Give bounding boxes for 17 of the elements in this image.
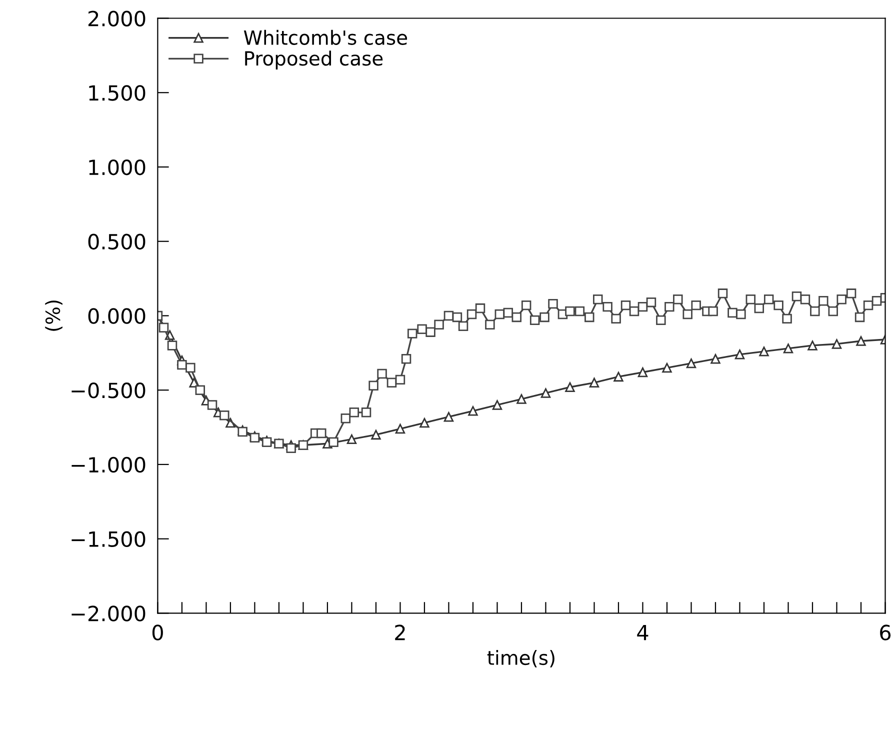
y-tick-label: 2.000 <box>88 10 146 26</box>
x-tick-label: 4 <box>637 624 648 640</box>
y-tick-label: −1.000 <box>72 456 146 473</box>
x-axis-title: time(s) <box>487 650 554 668</box>
y-tick-label: −2.000 <box>72 606 146 622</box>
x-tick-label: 2 <box>395 624 405 640</box>
y-tick-label: 0.500 <box>88 234 146 250</box>
legend-label: Proposed case <box>245 50 383 70</box>
y-tick-label: −1.500 <box>72 531 146 548</box>
y-tick-label: −0.500 <box>72 382 146 398</box>
x-tick-label: 6 <box>880 624 891 640</box>
y-tick-label: 0.000 <box>88 308 146 324</box>
y-tick-label: 1.000 <box>89 159 146 176</box>
legend-label: Whitcomb's case <box>244 30 408 45</box>
y-axis-title: (%) <box>45 300 62 331</box>
y-tick-label: 1.500 <box>89 85 146 101</box>
x-tick-label: 0 <box>152 624 163 640</box>
